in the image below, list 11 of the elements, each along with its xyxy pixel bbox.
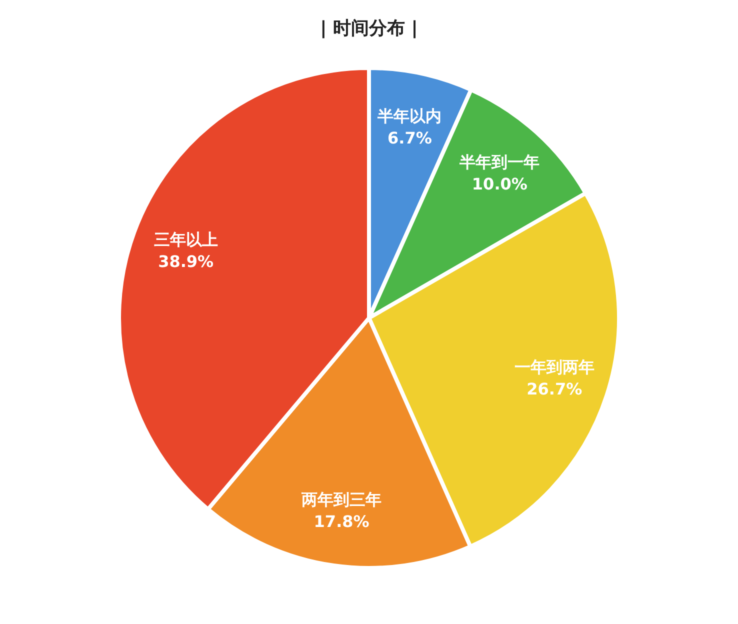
data-label: 26.7% bbox=[526, 379, 582, 398]
data-label: 38.9% bbox=[158, 252, 214, 272]
slice-label: 两年到三年 bbox=[300, 490, 382, 510]
data-label: 10.0% bbox=[472, 174, 528, 194]
slice-label: 三年以上 bbox=[154, 230, 218, 250]
data-label: 6.7% bbox=[388, 128, 432, 148]
chart-title: | 时间分布 | bbox=[320, 18, 418, 39]
data-label: 17.8% bbox=[314, 512, 370, 532]
slice-label: 半年到一年 bbox=[458, 152, 540, 172]
slice-label: 半年以内 bbox=[376, 106, 442, 126]
slice-label: 一年到两年 bbox=[514, 357, 594, 376]
